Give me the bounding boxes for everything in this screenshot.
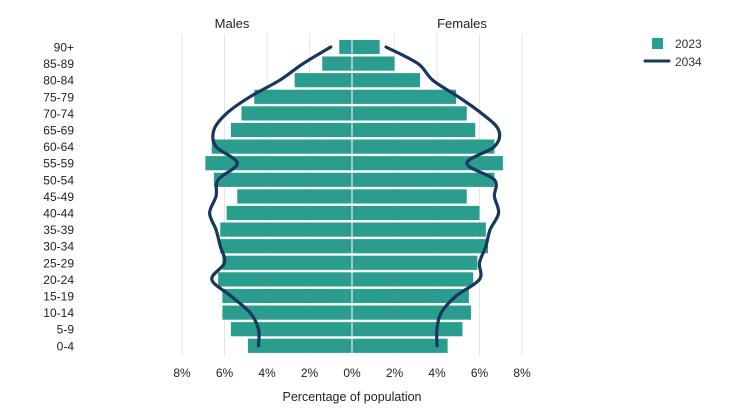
y-tick-label: 55-59 [43,157,74,171]
bar-female-20-24 [352,272,474,287]
males-label: Males [215,16,250,31]
bar-female-80-84 [352,73,420,88]
bar-male-5-9 [230,322,352,337]
bar-female-70-74 [352,106,467,121]
y-tick-label: 65-69 [43,124,74,138]
bar-male-35-39 [220,222,352,237]
y-tick-label: 70-74 [43,107,74,121]
x-tick-label: 6% [471,366,489,380]
x-tick-label: 8% [513,366,531,380]
bars-2023 [205,34,503,356]
bar-male-70-74 [241,106,352,121]
y-tick-label: 20-24 [43,273,74,287]
line-2034-females [384,45,502,348]
x-axis-title: Percentage of population [283,390,422,404]
x-tick-label: 4% [428,366,446,380]
bar-male-20-24 [218,272,352,287]
bar-male-55-59 [205,156,352,171]
y-tick-label: 30-34 [43,240,74,254]
bar-female-50-54 [352,172,495,187]
legend: 2023 2034 [643,37,702,69]
bar-male-85-89 [322,56,352,71]
legend-label-2034: 2034 [675,55,702,69]
bar-female-35-39 [352,222,486,237]
bar-male-15-19 [222,288,352,304]
x-tick-label: 2% [386,366,404,380]
bar-female-75-79 [352,89,457,104]
y-tick-label: 80-84 [43,74,74,88]
y-tick-label: 35-39 [43,223,74,237]
y-tick-label: 45-49 [43,190,74,204]
x-tick-label: 4% [258,366,276,380]
bar-female-55-59 [352,156,503,171]
y-tick-label: 15-19 [43,290,74,304]
bar-male-80-84 [294,73,352,88]
bar-male-90+ [339,39,352,55]
bar-male-25-29 [222,255,352,270]
bar-female-25-29 [352,255,478,270]
y-tick-label: 10-14 [43,306,74,320]
females-label: Females [437,16,487,31]
x-tick-label: 8% [173,366,191,380]
y-tick-label: 5-9 [57,323,75,337]
lines-2034 [208,45,502,348]
y-tick-label: 40-44 [43,207,74,221]
line-2034-males [208,45,333,348]
bar-female-90+ [352,39,380,55]
legend-label-2023: 2023 [675,37,702,51]
y-tick-label: 50-54 [43,173,74,187]
y-tick-label: 75-79 [43,90,74,104]
bar-male-50-54 [213,172,352,187]
x-tick-label: 2% [301,366,319,380]
bar-female-60-64 [352,139,495,154]
bar-male-65-69 [230,122,352,138]
bar-male-40-44 [226,205,352,221]
bar-male-10-14 [222,305,352,320]
y-tick-label: 85-89 [43,57,74,71]
y-tick-label: 60-64 [43,140,74,154]
bar-male-45-49 [237,189,352,204]
bar-female-0-4 [352,338,448,353]
legend-swatch-2023 [652,38,663,49]
y-axis-labels: 90+ 85-89 80-84 75-79 70-74 65-69 60-64 55-59 50… [43,41,74,354]
bar-male-75-79 [254,89,352,104]
bar-female-65-69 [352,122,476,138]
bar-female-85-89 [352,56,395,71]
bar-male-0-4 [247,338,352,353]
x-tick-label: 6% [216,366,234,380]
bar-male-60-64 [211,139,352,154]
y-tick-label: 0-4 [57,339,75,353]
bar-male-30-34 [220,239,352,254]
y-tick-label: 25-29 [43,256,74,270]
bar-female-30-34 [352,239,488,254]
bar-female-10-14 [352,305,471,320]
x-axis-labels: 8% 6% 4% 2% 0% 2% 4% 6% 8% [173,366,531,380]
bar-female-5-9 [352,322,463,337]
bar-female-40-44 [352,205,480,221]
bar-female-45-49 [352,189,467,204]
y-tick-label: 90+ [54,41,74,55]
x-tick-label: 0% [343,366,361,380]
bar-female-15-19 [352,288,469,304]
